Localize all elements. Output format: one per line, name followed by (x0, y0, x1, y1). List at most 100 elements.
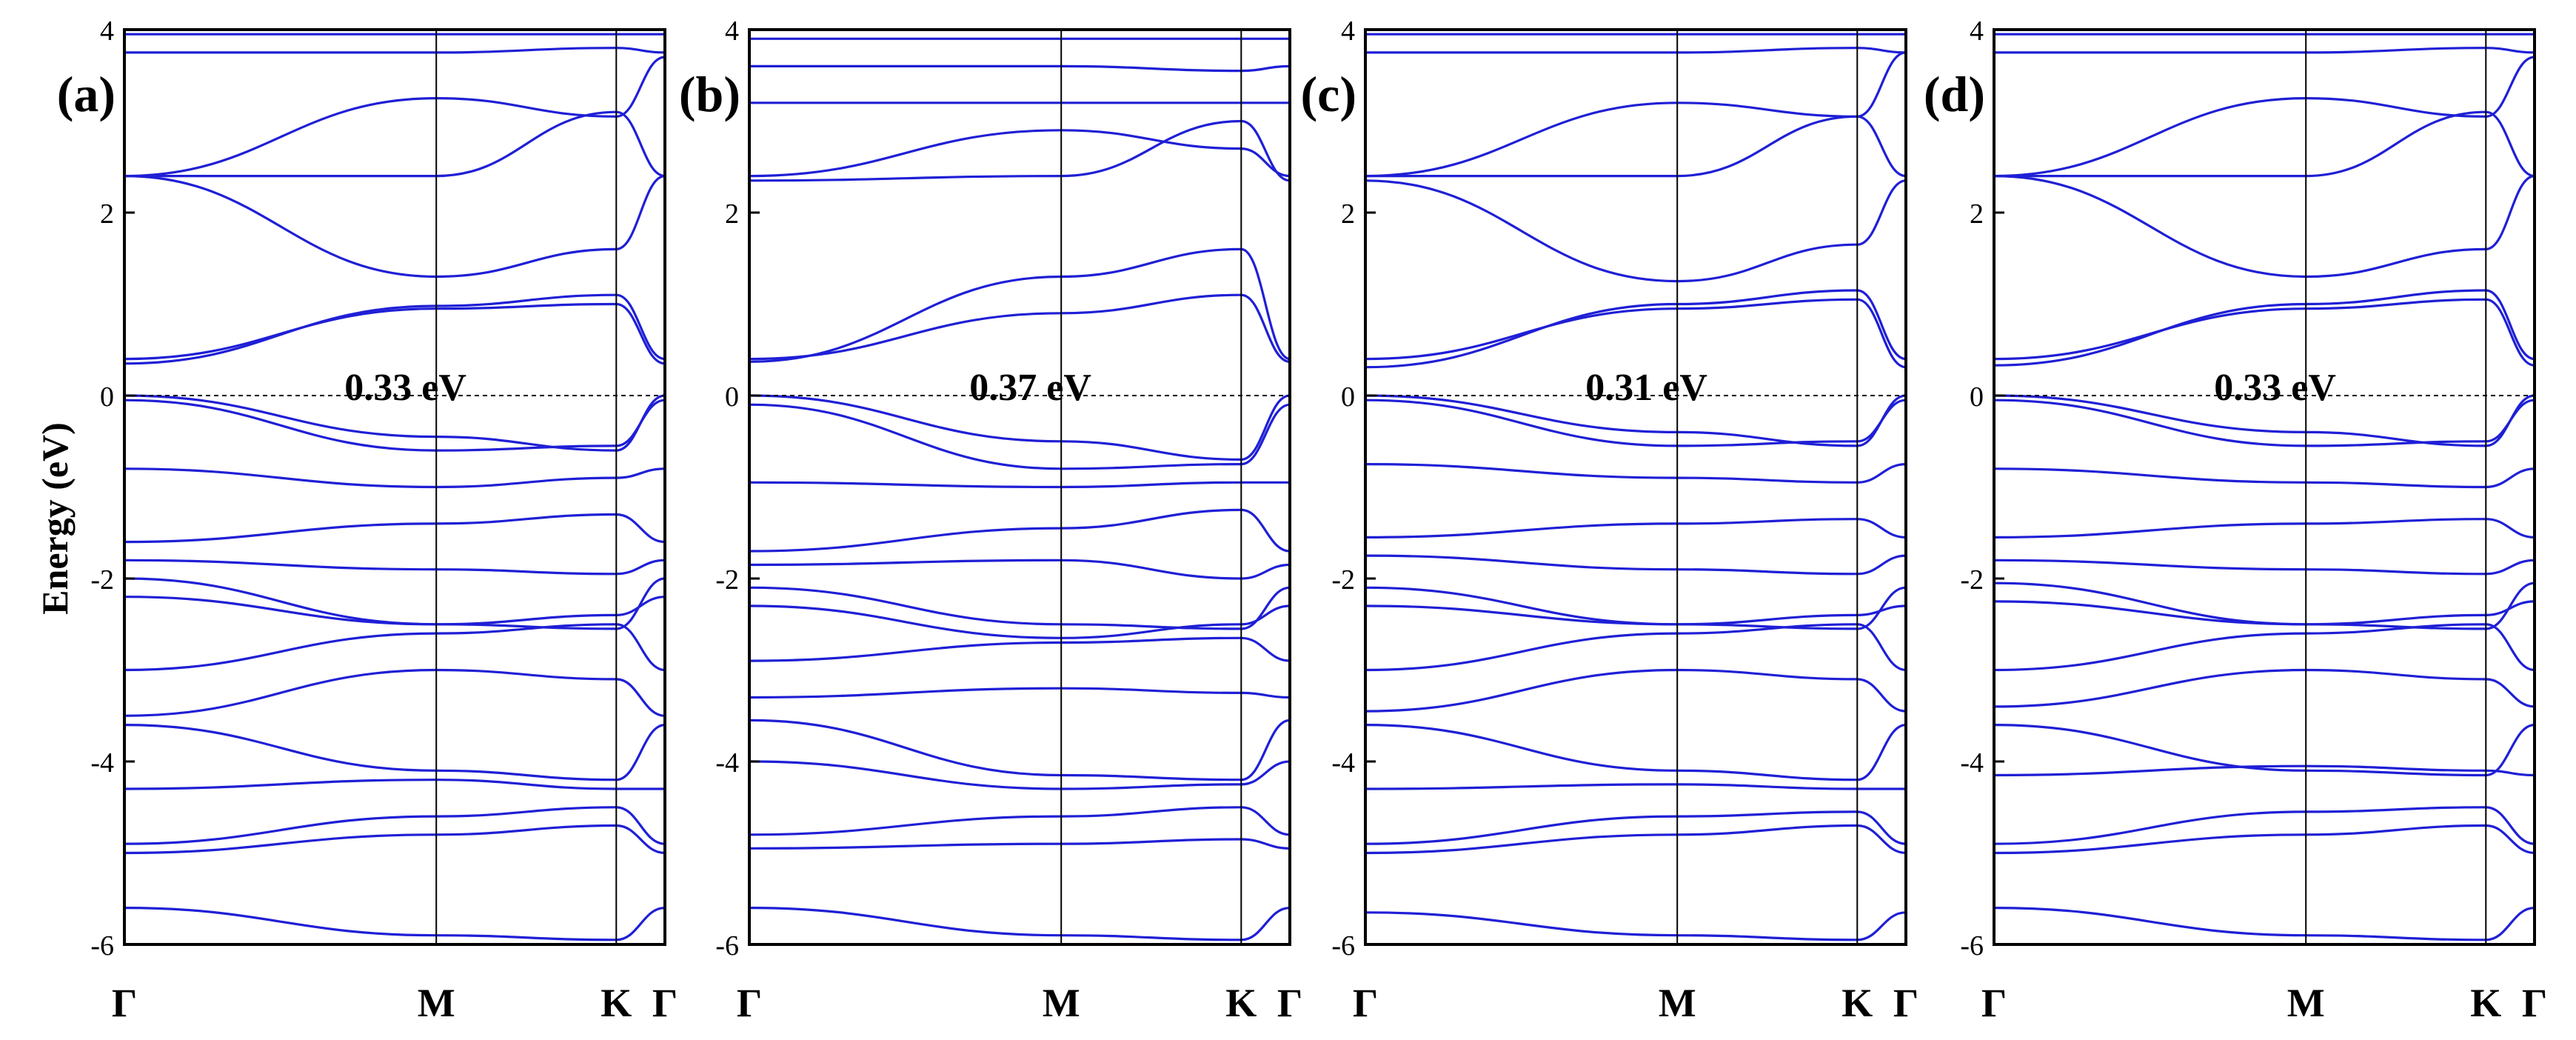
panel-c-valence-band-6 (1365, 604, 1907, 626)
panel-b-ytick-label: -6 (715, 930, 739, 961)
panel-a-ytick-label: -2 (90, 564, 114, 596)
panel-a-valence-band-11 (124, 806, 666, 845)
panel-a-label: (a) (57, 66, 116, 122)
panel-b-valence-band-13 (749, 907, 1291, 941)
panel-d-valence-band-6 (1993, 600, 2535, 626)
panel-a-conduction-band-3 (124, 110, 666, 178)
panel-a-conduction-band-5 (124, 47, 666, 54)
panel-c-valence-band-4 (1365, 554, 1907, 576)
panel-c-conduction-band-1 (1365, 289, 1907, 369)
panel-d-kpoint-label: M (2287, 981, 2325, 1025)
panel-d-valence-band-8 (1993, 668, 2535, 708)
panel-b-valence-band-0 (749, 394, 1291, 461)
panel-c-valence-band-7 (1365, 623, 1907, 672)
panel-c-valence-band-8 (1365, 668, 1907, 713)
panel-c-kpoint-label: Γ (1353, 981, 1378, 1025)
panel-a-valence-band-7 (124, 623, 666, 672)
panel-c-valence-band-10 (1365, 783, 1906, 790)
panel-d-valence-band-9 (1993, 724, 2535, 777)
panel-a-kpoint-label: Γ (652, 981, 678, 1025)
panel-b-ytick-label: 2 (725, 199, 739, 230)
panel-c-valence-band-9 (1365, 724, 1907, 781)
panel-b-kpoint-label: K (1225, 981, 1257, 1025)
panel-b-conduction-band-0 (749, 293, 1291, 363)
panel-c-ytick-label: -4 (1331, 747, 1355, 779)
panel-c-conduction-band-0 (1365, 298, 1907, 369)
panel-d-valence-band-2 (1993, 467, 2535, 489)
panel-b-valence-band-4 (749, 559, 1291, 580)
panel-b-ytick-label: 0 (725, 381, 739, 413)
panel-c-valence-band-2 (1365, 463, 1907, 484)
panel-c-valence-band-3 (1365, 518, 1907, 539)
panel-a-valence-band-0 (124, 394, 666, 452)
panel-d-ytick-label: -2 (1960, 564, 1984, 596)
panel-a-conduction-band-2 (124, 175, 666, 279)
panel-b-ytick-label: -2 (715, 564, 739, 596)
panel-c-gap-label: 0.31 eV (1585, 367, 1707, 409)
panel-d-valence-band-3 (1993, 518, 2535, 539)
panel-d-kpoint-label: K (2470, 981, 2501, 1025)
panel-b-valence-band-1 (749, 403, 1291, 470)
panel-b-frame (748, 28, 1291, 946)
panel-c-valence-band-1 (1365, 399, 1907, 447)
panel-b-conduction-band-5 (749, 64, 1291, 73)
panel-c-valence-band-13 (1365, 911, 1907, 941)
panel-b-valence-band-10 (749, 760, 1291, 790)
panel-d-conduction-band-3 (1994, 110, 2535, 178)
panel-a-kpoint-label: M (418, 981, 455, 1025)
panel-d-valence-band-4 (1993, 559, 2535, 576)
panel-a-ytick-label: 0 (100, 381, 114, 413)
panel-d-valence-band-7 (1993, 623, 2535, 672)
panel-d-label: (d) (1924, 66, 1985, 122)
panel-c-kpoint-label: Γ (1893, 981, 1918, 1025)
panel-d-conduction-band-2 (1993, 175, 2535, 279)
panel-d-conduction-band-0 (1993, 298, 2535, 367)
panel-b-kpoint-label: Γ (737, 981, 762, 1025)
panel-d-valence-band-5 (1993, 581, 2535, 630)
panel-a-valence-band-5 (124, 577, 666, 630)
panel-d-frame (1993, 28, 2536, 946)
panel-b-conduction-band-3 (749, 129, 1291, 178)
panel-d-ytick-label: 2 (1970, 199, 1984, 230)
panel-a-frame (123, 28, 666, 946)
panel-b-valence-band-7 (749, 636, 1291, 662)
panel-a-gap-label: 0.33 eV (344, 367, 466, 409)
panel-a-valence-band-3 (124, 513, 666, 544)
panel-c-kpoint-label: K (1841, 981, 1873, 1025)
panel-c-conduction-band-4 (1365, 51, 1907, 178)
panel-c-frame (1364, 28, 1907, 946)
panel-b-kpoint-label: M (1043, 981, 1080, 1025)
panel-a-valence-band-6 (124, 596, 666, 626)
panel-a-kpoint-label: Γ (112, 981, 137, 1025)
panel-c-label: (c) (1301, 66, 1356, 122)
panel-d-valence-band-12 (1993, 824, 2535, 855)
panel-d-kpoint-label: Γ (2522, 981, 2547, 1025)
panel-a-conduction-band-1 (124, 293, 666, 365)
panel-d-valence-band-13 (1993, 907, 2535, 941)
panel-a-ytick-label: -4 (90, 747, 114, 779)
panel-c-ytick-label: 0 (1341, 381, 1355, 413)
panel-d-conduction-band-4 (1993, 56, 2535, 178)
panel-b-ytick-label: 4 (725, 16, 739, 47)
panel-d-valence-band-0 (1993, 394, 2535, 447)
panel-a-valence-band-2 (124, 467, 666, 489)
panel-c-valence-band-0 (1365, 394, 1907, 447)
panel-a-valence-band-1 (124, 399, 666, 452)
panel-b-valence-band-8 (749, 687, 1291, 699)
panel-d-valence-band-11 (1993, 806, 2535, 845)
panel-c-valence-band-11 (1365, 810, 1907, 845)
panel-b-valence-band-2 (749, 481, 1291, 489)
panel-b-kpoint-label: Γ (1277, 981, 1302, 1025)
panel-d-ytick-label: 0 (1970, 381, 1984, 413)
panel-c-ytick-label: -6 (1331, 930, 1355, 961)
panel-c-ytick-label: 2 (1341, 199, 1355, 230)
panel-b-valence-band-11 (749, 806, 1291, 836)
panel-a-conduction-band-4 (124, 56, 666, 178)
panel-d-ytick-label: -4 (1960, 747, 1984, 779)
panel-b-gap-label: 0.37 eV (969, 367, 1091, 409)
panel-a-kpoint-label: K (600, 981, 632, 1025)
